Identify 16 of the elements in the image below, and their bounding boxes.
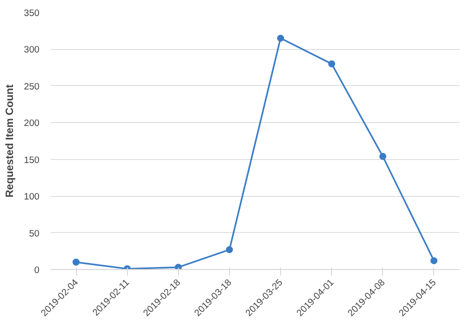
point [430,257,438,264]
y-tick-label: 150 [24,154,40,165]
y-tick-label: 100 [24,192,40,202]
point [72,258,80,266]
y-axis-title: Requested Item Count [4,84,16,198]
y-tick-label: 200 [24,118,40,128]
y-tick-label: 300 [24,44,40,55]
point [277,34,284,42]
y-tick-label: 350 [24,8,40,18]
point [379,152,386,160]
y-tick-label: 50 [29,228,40,238]
point [174,264,182,270]
point [328,60,336,68]
y-tick-label: 0 [34,265,40,275]
point [226,246,233,254]
y-tick-label: 250 [24,81,40,92]
